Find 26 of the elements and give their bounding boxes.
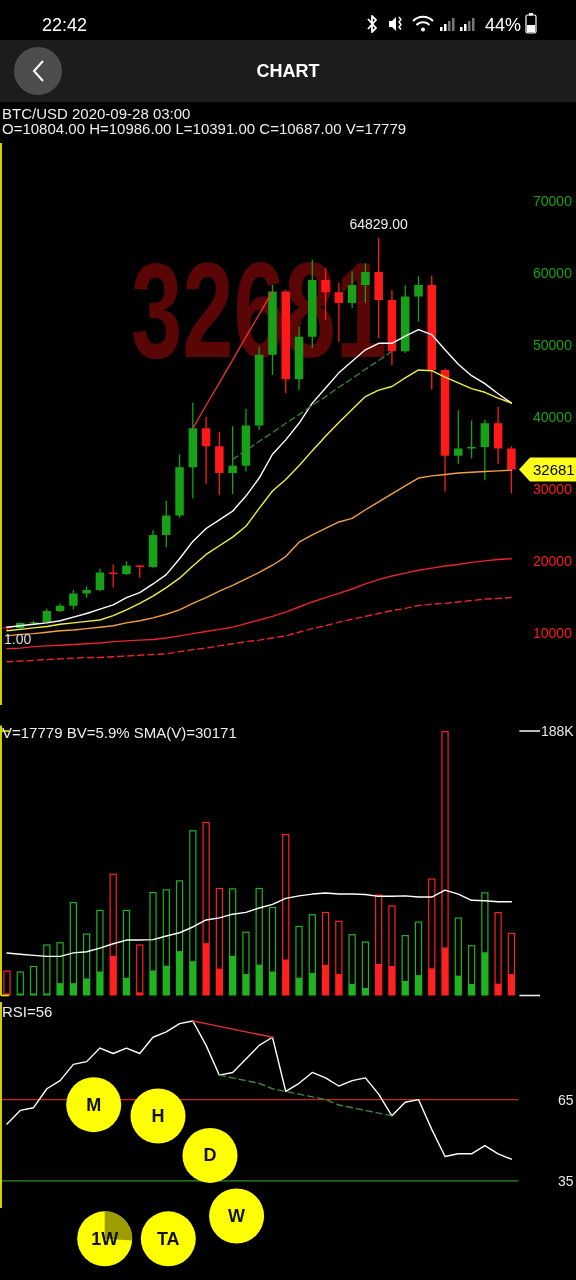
y-tick-label: 50000	[533, 336, 573, 353]
y-tick-label: 65	[558, 1091, 574, 1108]
text: 44%	[484, 15, 521, 35]
annotation: 1.00	[4, 631, 32, 648]
y-tick-label: 20000	[533, 552, 573, 569]
y-tick-label: 10000	[533, 624, 573, 641]
annotation: 64829.00	[349, 215, 409, 232]
y-tick-label: 40000	[533, 408, 573, 425]
chart-subtitle: O=10804.00 H=10986.00 L=10391.00 C=10687.00 V=17779	[2, 119, 407, 137]
text: TA	[156, 1228, 180, 1249]
annotation: M	[86, 1094, 102, 1115]
chart-title: V=17779 BV=5.9% SMA(V)=30171	[2, 723, 237, 741]
y-tick-label: 35	[558, 1172, 574, 1189]
text: CHART	[256, 61, 320, 81]
y-tick-label: 30000	[533, 480, 573, 497]
text: 32681	[533, 461, 575, 479]
annotation: H	[151, 1106, 165, 1126]
text: 22:42	[42, 15, 88, 35]
y-tick-label: 70000	[533, 192, 573, 209]
y-tick-label: 60000	[533, 264, 573, 281]
text: 1W	[91, 1228, 119, 1249]
annotation: D	[203, 1145, 217, 1166]
annotation: W	[228, 1206, 246, 1226]
chart-title: RSI=56	[2, 1002, 53, 1020]
y-tick-label: 188K	[541, 723, 575, 740]
chart-title: BTC/USD 2020-09-28 03:00	[2, 104, 191, 122]
